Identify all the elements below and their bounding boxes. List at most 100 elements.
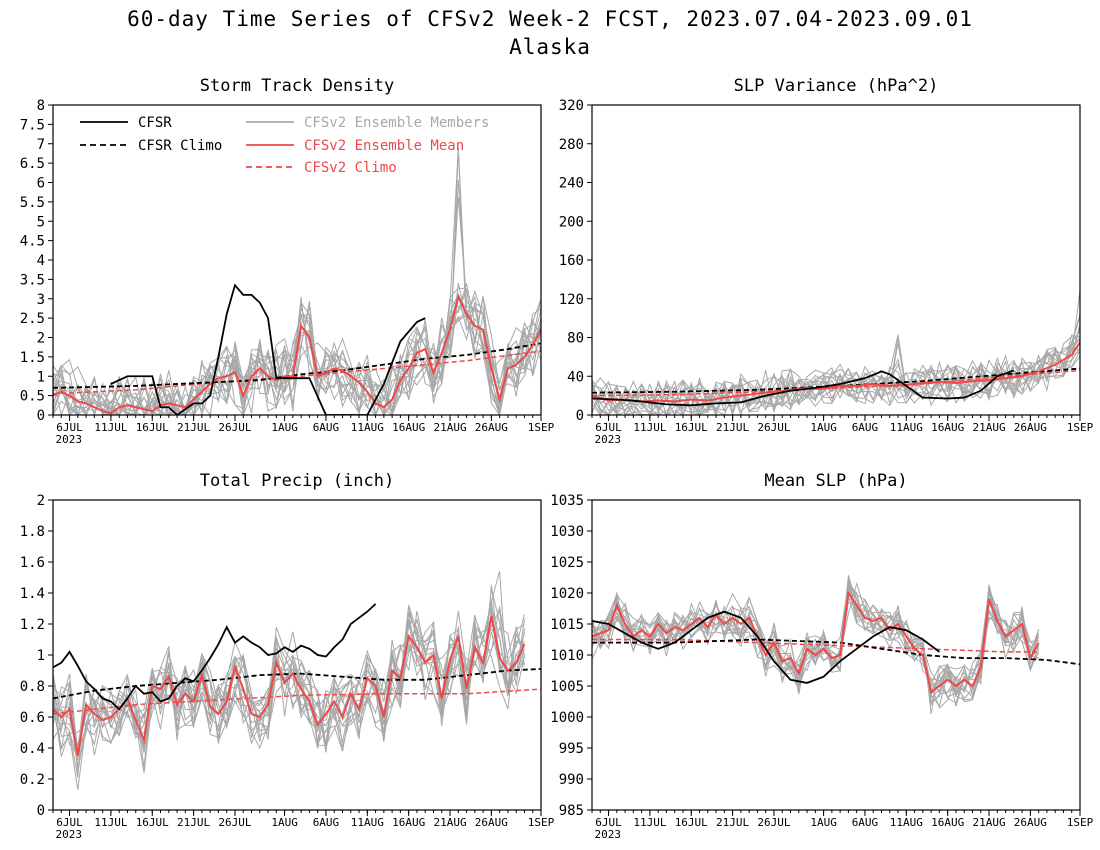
- x-tick-label: 6AUG: [852, 421, 879, 434]
- x-tick-label: 21JUL: [716, 816, 749, 829]
- x-tick-label: 26JUL: [218, 816, 251, 829]
- y-tick-label: 0.5: [20, 389, 45, 405]
- y-tick-label: 3: [37, 292, 45, 308]
- y-tick-label: 240: [559, 176, 584, 192]
- ensemble-member-line: [592, 584, 1040, 706]
- ensemble-member-line: [592, 596, 1040, 699]
- x-tick-label: 6JUL: [56, 816, 83, 829]
- x-tick-label: 11JUL: [94, 816, 127, 829]
- chart-panel-3: Total Precip (inch) 0 0.2 0.4 0.6 0.8 1 1.2 1.4 1…: [20, 471, 555, 841]
- x-tick-label: 1SEP: [528, 816, 555, 829]
- panel-title: Storm Track Density: [200, 76, 394, 96]
- y-tick-label: 1: [37, 369, 45, 385]
- panel-title: SLP Variance (hPa^2): [734, 76, 939, 96]
- plot-area: [592, 575, 1080, 715]
- y-tick-label: 4: [37, 253, 45, 269]
- x-tick-label: 6AUG: [313, 816, 340, 829]
- x-tick-label: 16AUG: [392, 816, 425, 829]
- x-tick-label: 16JUL: [675, 816, 708, 829]
- y-tick-label: 200: [559, 214, 584, 230]
- ensemble-mean-line: [592, 341, 1080, 403]
- x-tick-label: 26JUL: [218, 421, 251, 434]
- ensemble-members: [592, 290, 1080, 415]
- y-tick-label: 1: [37, 648, 45, 664]
- legend-item: CFSR Climo: [80, 138, 222, 154]
- x-tick-label: 6AUG: [313, 421, 340, 434]
- x-tick-label: 16AUG: [931, 421, 964, 434]
- y-tick-label: 3.5: [20, 272, 45, 288]
- x-tick-label: 11JUL: [94, 421, 127, 434]
- x-tick-label: 21JUL: [716, 421, 749, 434]
- y-tick-label: 0.4: [20, 741, 45, 757]
- ensemble-member-line: [592, 579, 1039, 715]
- x-year-label: 2023: [56, 433, 83, 446]
- chart-panel-2: SLP Variance (hPa^2) 0 40 80 120 160 200 240 280…: [559, 76, 1094, 446]
- y-tick-label: 2: [37, 493, 45, 509]
- y-tick-label: 1020: [550, 586, 584, 602]
- y-tick-label: 80: [567, 331, 584, 347]
- chart-panel-4: Mean SLP (hPa) 985 990 995 1000 1005 1010 1015 1…: [550, 471, 1093, 841]
- panel-title: Mean SLP (hPa): [764, 471, 907, 491]
- figure-subtitle: Alaska: [509, 35, 591, 59]
- y-tick-label: 0.2: [20, 772, 45, 788]
- y-tick-label: 1.5: [20, 350, 45, 366]
- y-tick-label: 280: [559, 137, 584, 153]
- plot-area: [592, 290, 1080, 415]
- x-tick-label: 6JUL: [595, 421, 622, 434]
- y-tick-label: 1025: [550, 555, 584, 571]
- x-year-label: 2023: [595, 828, 622, 841]
- cfsv2-climo-line: [53, 350, 541, 395]
- legend: CFSR CFSR Climo CFSv2 Ensemble Members CFSv…: [80, 115, 489, 176]
- ensemble-member-line: [53, 615, 525, 753]
- x-tick-label: 11AUG: [351, 816, 384, 829]
- x-tick-label: 1AUG: [271, 816, 298, 829]
- panel-title: Total Precip (inch): [200, 471, 394, 491]
- ensemble-members: [53, 570, 525, 790]
- y-tick-label: 7.5: [20, 117, 45, 133]
- y-tick-label: 1.4: [20, 586, 45, 602]
- x-tick-label: 26AUG: [1014, 816, 1047, 829]
- x-tick-label: 11AUG: [890, 816, 923, 829]
- x-tick-label: 26AUG: [475, 816, 508, 829]
- cfsr-climo-line: [592, 638, 1080, 666]
- y-tick-label: 1035: [550, 493, 584, 509]
- y-tick-label: 2: [37, 331, 45, 347]
- legend-label: CFSR Climo: [138, 138, 222, 154]
- y-tick-label: 120: [559, 292, 584, 308]
- y-tick-label: 8: [37, 98, 45, 114]
- x-tick-label: 11AUG: [351, 421, 384, 434]
- legend-label: CFSR: [138, 115, 172, 131]
- x-tick-label: 21AUG: [972, 421, 1005, 434]
- legend-label: CFSv2 Ensemble Mean: [304, 138, 464, 154]
- y-tick-label: 40: [567, 369, 584, 385]
- ensemble-members: [592, 575, 1040, 715]
- x-tick-label: 11AUG: [890, 421, 923, 434]
- x-tick-label: 1SEP: [528, 421, 555, 434]
- y-tick-label: 1.2: [20, 617, 45, 633]
- figure-title: 60-day Time Series of CFSv2 Week-2 FCST,…: [127, 7, 973, 31]
- cfsv2-climo-line: [592, 638, 1039, 653]
- ensemble-member-line: [53, 611, 525, 790]
- y-tick-label: 990: [559, 772, 584, 788]
- cfsr-line: [592, 369, 1015, 407]
- y-tick-label: 0: [37, 803, 45, 819]
- y-tick-label: 1.6: [20, 555, 45, 571]
- x-tick-label: 16JUL: [675, 421, 708, 434]
- y-tick-label: 985: [559, 803, 584, 819]
- x-tick-label: 21AUG: [433, 816, 466, 829]
- x-year-label: 2023: [595, 433, 622, 446]
- x-tick-label: 21JUL: [177, 816, 210, 829]
- legend-label: CFSv2 Ensemble Members: [304, 115, 489, 131]
- ensemble-mean-line: [53, 616, 526, 756]
- x-tick-label: 6AUG: [852, 816, 879, 829]
- x-tick-label: 16JUL: [136, 421, 169, 434]
- legend-label: CFSv2 Climo: [304, 160, 397, 176]
- y-tick-label: 1.8: [20, 524, 45, 540]
- y-tick-label: 1015: [550, 617, 584, 633]
- cfsr-line: [53, 603, 377, 711]
- y-tick-label: 0.8: [20, 679, 45, 695]
- cfsr-line: [592, 610, 940, 684]
- y-tick-label: 320: [559, 98, 584, 114]
- x-tick-label: 1SEP: [1067, 421, 1094, 434]
- ensemble-mean-line: [592, 590, 1040, 694]
